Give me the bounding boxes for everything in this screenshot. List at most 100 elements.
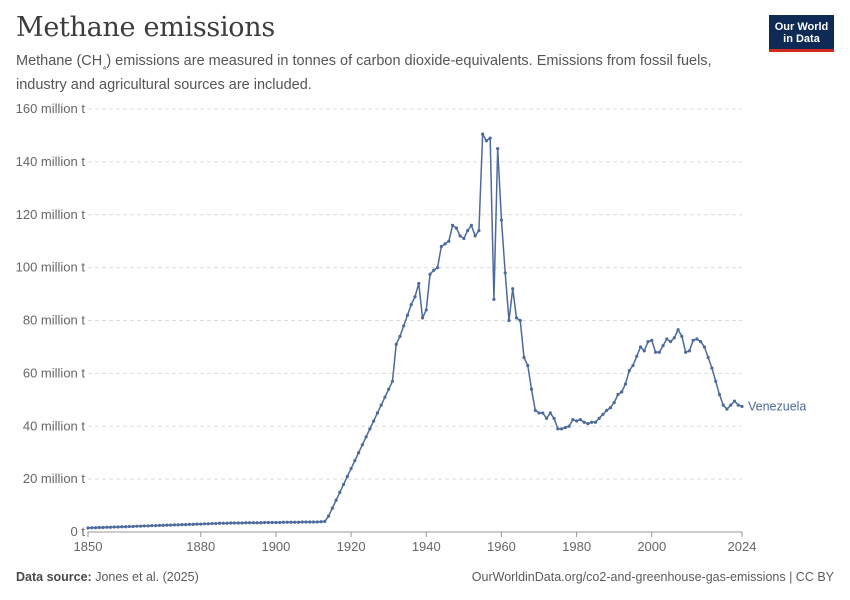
data-point[interactable] <box>120 525 124 529</box>
data-point[interactable] <box>612 400 616 405</box>
data-point[interactable] <box>631 363 635 368</box>
data-point[interactable] <box>255 521 259 525</box>
data-point[interactable] <box>278 520 282 525</box>
data-point[interactable] <box>417 281 421 286</box>
data-point[interactable] <box>563 425 567 430</box>
data-point[interactable] <box>477 229 481 233</box>
data-point[interactable] <box>308 520 312 524</box>
data-point[interactable] <box>214 521 218 526</box>
data-point[interactable] <box>503 271 507 275</box>
data-point[interactable] <box>304 520 308 524</box>
data-point[interactable] <box>101 525 105 530</box>
data-point[interactable] <box>702 345 707 349</box>
data-point[interactable] <box>661 344 665 348</box>
data-point[interactable] <box>593 420 598 424</box>
data-point[interactable] <box>402 324 406 328</box>
data-point[interactable] <box>330 506 334 510</box>
data-point[interactable] <box>315 520 319 524</box>
data-point[interactable] <box>390 379 395 383</box>
data-point[interactable] <box>326 514 331 518</box>
data-point[interactable] <box>379 403 383 407</box>
data-point[interactable] <box>172 523 177 527</box>
data-point[interactable] <box>263 520 267 525</box>
data-point[interactable] <box>653 350 658 354</box>
data-point[interactable] <box>195 522 199 526</box>
data-point[interactable] <box>372 419 376 423</box>
data-point[interactable] <box>270 520 274 525</box>
data-point[interactable] <box>454 226 458 230</box>
data-point[interactable] <box>375 411 380 415</box>
data-point[interactable] <box>311 520 316 524</box>
data-point[interactable] <box>548 411 552 415</box>
data-point[interactable] <box>668 340 673 344</box>
data-point[interactable] <box>447 239 451 243</box>
data-point[interactable] <box>420 316 425 320</box>
data-point[interactable] <box>187 522 192 526</box>
data-point[interactable] <box>608 406 613 410</box>
data-point[interactable] <box>488 136 492 140</box>
data-point[interactable] <box>105 525 109 529</box>
data-point[interactable] <box>176 523 180 527</box>
data-point[interactable] <box>413 295 417 299</box>
data-point[interactable] <box>559 427 564 431</box>
data-point[interactable] <box>357 451 361 455</box>
data-point[interactable] <box>496 147 500 151</box>
data-point[interactable] <box>706 355 710 360</box>
data-point[interactable] <box>567 424 571 428</box>
data-point[interactable] <box>518 318 522 323</box>
footer-url[interactable]: OurWorldinData.org/co2-and-greenhouse-ga… <box>471 570 834 584</box>
data-point[interactable] <box>484 139 489 143</box>
data-point[interactable] <box>684 350 688 354</box>
data-point[interactable] <box>638 345 643 349</box>
data-point[interactable] <box>627 369 631 373</box>
data-point[interactable] <box>646 340 650 344</box>
data-point[interactable] <box>90 526 94 530</box>
data-point[interactable] <box>353 459 357 463</box>
data-point[interactable] <box>131 524 135 529</box>
data-point[interactable] <box>349 466 353 471</box>
data-point[interactable] <box>206 522 210 526</box>
data-point[interactable] <box>274 520 278 525</box>
data-point[interactable] <box>202 522 207 526</box>
data-point[interactable] <box>552 416 556 420</box>
data-point[interactable] <box>699 340 703 344</box>
data-point[interactable] <box>169 523 173 527</box>
data-point[interactable] <box>635 354 639 358</box>
data-point[interactable] <box>387 387 391 391</box>
data-point[interactable] <box>341 482 346 487</box>
data-point[interactable] <box>432 268 436 272</box>
data-point[interactable] <box>199 522 203 526</box>
data-point[interactable] <box>499 218 504 222</box>
data-point[interactable] <box>533 408 537 412</box>
data-point[interactable] <box>127 524 131 529</box>
data-point[interactable] <box>240 521 244 525</box>
data-point[interactable] <box>544 416 549 420</box>
data-point[interactable] <box>210 521 214 526</box>
data-point[interactable] <box>725 407 729 411</box>
data-point[interactable] <box>492 297 496 301</box>
data-point[interactable] <box>285 520 289 524</box>
data-point[interactable] <box>466 229 470 233</box>
data-point[interactable] <box>334 498 338 502</box>
data-point[interactable] <box>319 520 323 524</box>
data-point[interactable] <box>383 395 387 399</box>
data-point[interactable] <box>180 522 184 527</box>
data-point[interactable] <box>435 266 440 270</box>
data-point[interactable] <box>571 418 575 422</box>
data-point[interactable] <box>623 382 628 386</box>
data-point[interactable] <box>541 411 545 415</box>
data-point[interactable] <box>597 416 601 420</box>
data-point[interactable] <box>296 520 301 524</box>
data-point[interactable] <box>229 521 233 525</box>
data-point[interactable] <box>345 474 349 479</box>
data-point[interactable] <box>165 523 169 527</box>
data-point[interactable] <box>507 318 511 323</box>
data-point[interactable] <box>142 524 146 528</box>
data-point[interactable] <box>650 338 654 342</box>
data-point[interactable] <box>740 404 744 409</box>
data-point[interactable] <box>323 519 327 524</box>
data-point[interactable] <box>680 334 684 338</box>
data-point[interactable] <box>450 223 455 227</box>
data-point[interactable] <box>191 522 195 526</box>
